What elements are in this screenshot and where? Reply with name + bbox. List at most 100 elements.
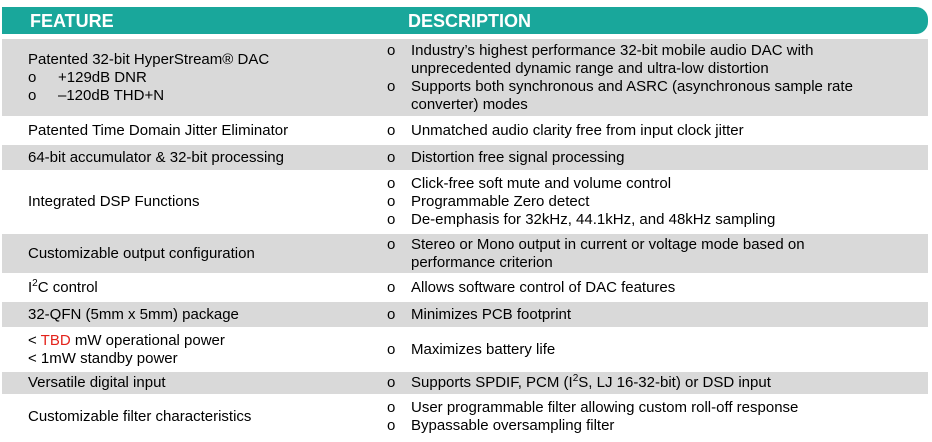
description-text: User programmable filter allowing custom… xyxy=(411,399,799,416)
feature-text: Versatile digital input xyxy=(28,374,166,391)
feature-cell: Integrated DSP Functions xyxy=(2,170,375,233)
bullet: o xyxy=(387,374,396,391)
text-part: Supports SPDIF, PCM (I xyxy=(411,374,573,391)
feature-line: < 1mW standby power xyxy=(28,349,178,367)
description-text: Stereo or Mono output in current or volt… xyxy=(411,235,805,271)
feature-cell: Patented Time Domain Jitter Eliminator xyxy=(2,116,375,144)
text-highlight: TBD xyxy=(40,331,71,349)
feature-text: Customizable filter characteristics xyxy=(28,408,252,425)
header-feature: FEATURE xyxy=(30,11,114,31)
description-text: Supports both synchronous and ASRC (asyn… xyxy=(411,77,853,113)
bullet: o xyxy=(387,211,396,228)
feature-cell: I2C control xyxy=(2,273,375,301)
bullet: o xyxy=(387,193,396,210)
description-item: o User programmable filter allowing custo… xyxy=(387,399,928,417)
description-text: Unmatched audio clarity free from input … xyxy=(411,121,744,139)
table-body: Patented 32-bit HyperStream® DAC o +129dB … xyxy=(2,37,928,438)
text-part: C control xyxy=(37,278,98,296)
bullet: o xyxy=(387,340,396,358)
description-text: Maximizes battery life xyxy=(411,340,556,358)
bullet: o xyxy=(387,278,396,296)
feature-cell: Versatile digital input xyxy=(2,370,375,395)
description-item: o Bypassable oversampling filter xyxy=(387,417,928,435)
feature-cell: Patented 32-bit HyperStream® DAC o +129dB … xyxy=(2,37,375,117)
bullet: o xyxy=(387,235,396,253)
bullet: o xyxy=(387,121,396,139)
table-row: Patented Time Domain Jitter Eliminator o U… xyxy=(2,116,928,144)
feature-cell: Customizable filter characteristics xyxy=(2,394,375,438)
description-text: Click-free soft mute and volume control xyxy=(411,175,672,192)
description-item: o De-emphasis for 32kHz, 44.1kHz, and 48k… xyxy=(387,211,928,229)
feature-bullet: o +129dB DNR xyxy=(28,69,375,87)
description-cell: o Unmatched audio clarity free from input… xyxy=(375,116,928,144)
bullet: o xyxy=(387,417,396,434)
description-cell: o Industry’s highest performance 32-bit m… xyxy=(375,37,928,117)
bullet: o xyxy=(387,41,396,59)
description-text: Distortion free signal processing xyxy=(411,148,625,166)
description-cell: o Stereo or Mono output in current or vol… xyxy=(375,232,928,274)
description-item: o Supports both synchronous and ASRC (asy… xyxy=(387,78,928,114)
feature-text: Patented Time Domain Jitter Eliminator xyxy=(28,121,289,139)
table-row: Customizable output configuration o Stereo… xyxy=(2,232,928,274)
table-row: Patented 32-bit HyperStream® DAC o +129dB … xyxy=(2,37,928,117)
feature-bullet: o –120dB THD+N xyxy=(28,87,375,105)
description-text: Programmable Zero detect xyxy=(411,193,590,210)
feature-cell: 64-bit accumulator & 32-bit processing xyxy=(2,143,375,171)
feature-text: 32-QFN (5mm x 5mm) package xyxy=(28,305,239,323)
text-highlight: 2 xyxy=(32,277,38,289)
table-row: I2C control o Allows software control of D… xyxy=(2,273,928,301)
table-header: FEATURE DESCRIPTION xyxy=(2,7,928,34)
text-part: < xyxy=(28,331,41,349)
bullet: o xyxy=(28,68,37,86)
description-text: Industry’s highest performance 32-bit mo… xyxy=(411,41,814,77)
description-item: o Allows software control of DAC features xyxy=(387,279,928,297)
description-cell: o Maximizes battery life xyxy=(375,327,928,371)
description-text: Allows software control of DAC features xyxy=(411,278,676,296)
feature-text: Customizable output configuration xyxy=(28,244,255,262)
feature-text: 64-bit accumulator & 32-bit processing xyxy=(28,148,284,166)
text-part: I xyxy=(28,278,33,296)
description-item: o Click-free soft mute and volume control xyxy=(387,175,928,193)
bullet: o xyxy=(387,175,396,192)
description-item: o Distortion free signal processing xyxy=(387,149,928,167)
description-cell: o Distortion free signal processing xyxy=(375,143,928,171)
header-description: DESCRIPTION xyxy=(408,11,532,31)
description-text: Minimizes PCB footprint xyxy=(411,305,572,323)
description-cell: o Click-free soft mute and volume control… xyxy=(375,170,928,233)
spec-table: Patented 32-bit HyperStream® DAC o +129dB … xyxy=(2,37,928,438)
description-text: De-emphasis for 32kHz, 44.1kHz, and 48kH… xyxy=(411,211,776,228)
feature-text: Integrated DSP Functions xyxy=(28,193,200,210)
table-row: Integrated DSP Functions o Click-free soft… xyxy=(2,170,928,233)
bullet: o xyxy=(387,399,396,416)
bullet: o xyxy=(387,305,396,323)
text-part: mW operational power xyxy=(70,331,225,349)
bullet: o xyxy=(28,86,37,104)
description-item: o Industry’s highest performance 32-bit m… xyxy=(387,42,928,78)
description-text: Supports SPDIF, PCM (I2S, LJ 16-32-bit) … xyxy=(411,374,891,392)
bullet: o xyxy=(387,148,396,166)
table-row: 64-bit accumulator & 32-bit processing o D… xyxy=(2,143,928,171)
feature-text: Patented 32-bit HyperStream® DAC xyxy=(28,50,270,68)
table-row: < TBD mW operational power < 1mW standby … xyxy=(2,327,928,371)
description-item: o Unmatched audio clarity free from input… xyxy=(387,122,928,140)
table-row: 32-QFN (5mm x 5mm) package o Minimizes PCB… xyxy=(2,300,928,328)
description-text: Bypassable oversampling filter xyxy=(411,417,615,434)
feature-text: I2C control xyxy=(28,277,375,297)
table-row: Customizable filter characteristics o User… xyxy=(2,394,928,438)
description-item: o Supports SPDIF, PCM (I2S, LJ 16-32-bit)… xyxy=(387,374,928,392)
description-cell: o Minimizes PCB footprint xyxy=(375,300,928,328)
feature-cell: < TBD mW operational power < 1mW standby … xyxy=(2,327,375,371)
feature-line: < TBD mW operational power xyxy=(28,332,375,350)
feature-cell: Customizable output configuration xyxy=(2,232,375,274)
text-highlight: 2 xyxy=(572,373,579,384)
description-item: o Minimizes PCB footprint xyxy=(387,306,928,324)
text-part: S, LJ 16-32-bit) or DSD input xyxy=(578,374,771,391)
bullet: o xyxy=(387,77,396,95)
feature-cell: 32-QFN (5mm x 5mm) package xyxy=(2,300,375,328)
description-cell: o Supports SPDIF, PCM (I2S, LJ 16-32-bit)… xyxy=(375,370,928,395)
bullet-text: +129dB DNR xyxy=(58,68,147,86)
description-item: o Programmable Zero detect xyxy=(387,193,928,211)
description-item: o Stereo or Mono output in current or vol… xyxy=(387,236,928,272)
description-cell: o Allows software control of DAC features xyxy=(375,273,928,301)
